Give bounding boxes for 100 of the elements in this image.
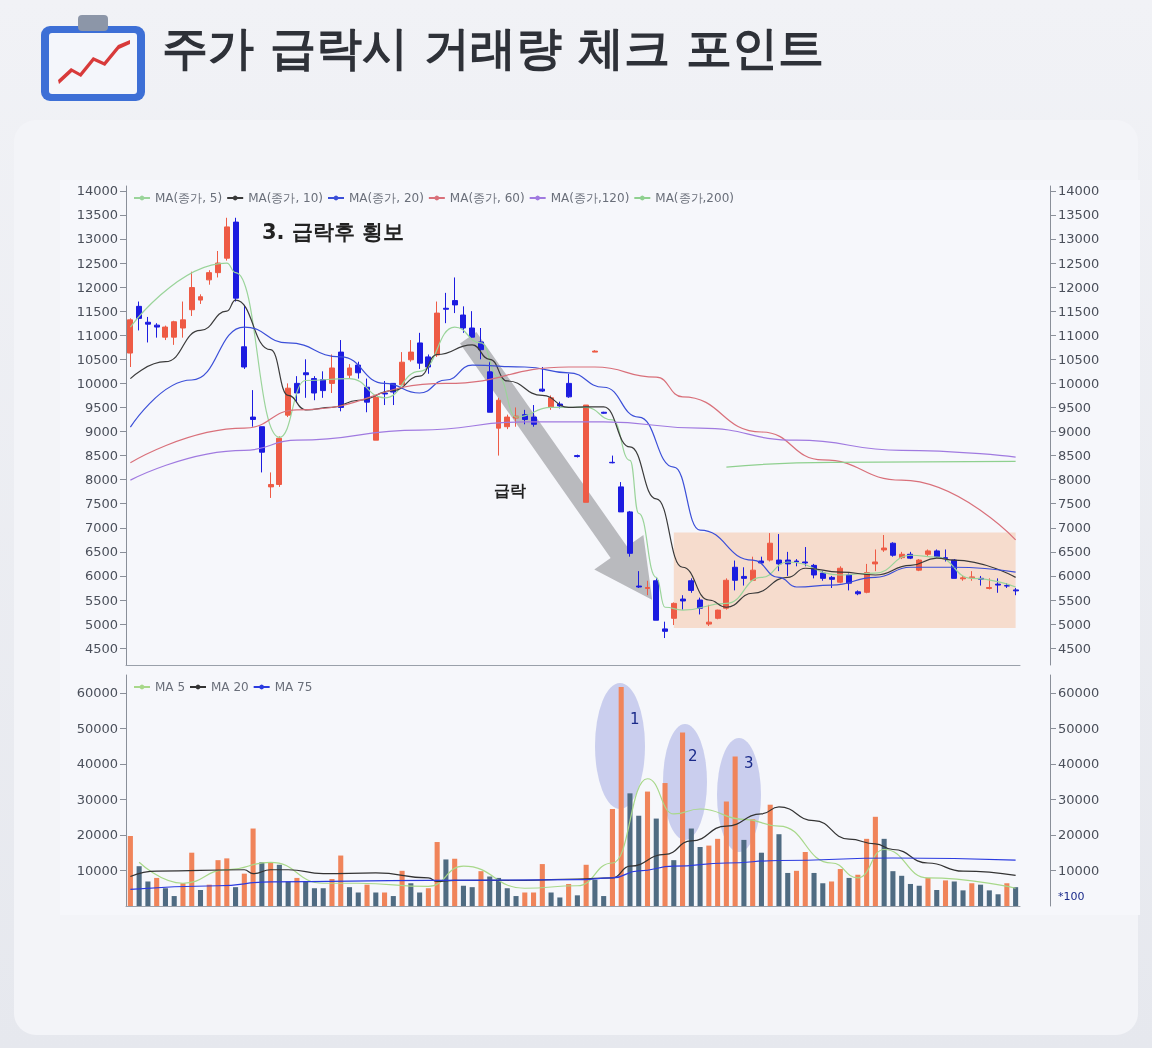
candlestick — [829, 575, 835, 589]
bar — [592, 879, 598, 906]
candlestick — [504, 414, 510, 430]
y2-tick-label: 6500 — [1058, 544, 1092, 560]
y-tick-label: 14000 — [76, 183, 118, 199]
chart-title: 주가 급락시 거래량 체크 포인트 — [162, 20, 825, 77]
candlestick — [583, 404, 589, 503]
y-tick-label: 13500 — [76, 207, 118, 223]
candlestick — [969, 570, 975, 582]
bar — [750, 819, 756, 906]
bar — [864, 838, 870, 906]
line-series — [138, 778, 1017, 889]
candlestick — [408, 339, 414, 363]
y2-tick-label: 60000 — [1058, 685, 1100, 701]
candlestick — [627, 510, 633, 558]
bar — [855, 874, 861, 906]
bar — [460, 885, 466, 906]
y-tick-label: 6500 — [84, 544, 118, 560]
candlestick — [609, 455, 615, 464]
candlestick — [881, 534, 887, 553]
bar — [1004, 883, 1010, 906]
bar — [504, 888, 510, 906]
bar — [706, 845, 712, 906]
line-series — [129, 857, 1017, 890]
candlestick — [925, 548, 931, 558]
y-tick-label: 4500 — [84, 640, 118, 656]
bar — [320, 888, 326, 906]
candlestick — [872, 548, 878, 572]
y-tick-label: 60000 — [76, 685, 118, 701]
y2-tick-label: 7000 — [1058, 520, 1092, 536]
bar — [618, 687, 624, 906]
y-tick-label: 10000 — [76, 862, 118, 878]
legend-label: MA(종가, 20) — [349, 191, 424, 205]
bar — [452, 858, 458, 906]
bar — [171, 896, 177, 906]
candlestick — [206, 269, 212, 286]
y2-tick-label: 12500 — [1058, 255, 1100, 271]
candlestick — [855, 589, 861, 596]
y2-tick-label: 6000 — [1058, 568, 1092, 584]
bar — [811, 872, 817, 906]
y-tick-label: 11500 — [76, 303, 118, 319]
candlestick — [496, 397, 501, 457]
candlestick — [732, 560, 738, 591]
candlestick — [171, 320, 177, 346]
y2-tick-label: 50000 — [1058, 720, 1100, 736]
legend-label: MA(종가,200) — [655, 191, 734, 205]
bar — [881, 838, 887, 906]
bar — [609, 808, 615, 906]
y-tick-label: 12500 — [76, 255, 118, 271]
bar — [303, 881, 309, 906]
candlestick — [671, 601, 677, 626]
candlestick — [434, 301, 440, 358]
bar — [311, 888, 317, 906]
legend-label: MA(종가, 10) — [248, 191, 324, 205]
bar — [224, 858, 230, 906]
bar — [136, 866, 142, 906]
candlestick — [601, 411, 607, 415]
bar — [697, 847, 703, 906]
y-tick-label: 11000 — [76, 327, 118, 343]
bar — [662, 783, 668, 906]
bar — [829, 881, 835, 906]
bar — [785, 872, 791, 906]
y2-tick-label: 10000 — [1058, 375, 1100, 391]
y-tick-label: 13000 — [76, 231, 118, 247]
candlestick — [653, 577, 659, 621]
candlestick — [960, 575, 966, 582]
bar — [925, 877, 931, 906]
bar — [960, 890, 966, 906]
y-tick-label: 10000 — [76, 375, 118, 391]
bar — [215, 860, 221, 906]
y2-tick-label: 20000 — [1058, 827, 1100, 843]
candlestick — [1013, 587, 1019, 596]
bar — [294, 877, 300, 906]
candlestick — [995, 577, 1001, 594]
legend-label: MA(종가,120) — [550, 191, 630, 205]
bar — [522, 892, 528, 906]
bar — [758, 852, 764, 906]
bar — [557, 897, 563, 906]
bar — [986, 890, 992, 906]
y2-tick-label: 10500 — [1058, 351, 1100, 367]
bar — [916, 885, 922, 906]
bar — [539, 864, 545, 906]
legend-label: MA(종가, 5) — [155, 191, 223, 205]
candlestick — [303, 358, 309, 399]
candlestick — [645, 580, 650, 596]
y2-tick-label: 11000 — [1058, 327, 1100, 343]
bar — [951, 881, 957, 906]
candlestick — [355, 361, 361, 380]
bar — [390, 896, 396, 906]
bar — [434, 842, 440, 906]
candlestick — [662, 621, 668, 639]
y2-tick-label: 11500 — [1058, 303, 1100, 319]
candlestick — [189, 271, 195, 317]
bar — [425, 888, 431, 906]
candlestick — [680, 594, 686, 611]
bar — [382, 892, 388, 906]
candlestick — [417, 332, 423, 370]
candlestick — [697, 597, 703, 615]
bar — [329, 878, 335, 906]
candlestick — [741, 566, 747, 587]
